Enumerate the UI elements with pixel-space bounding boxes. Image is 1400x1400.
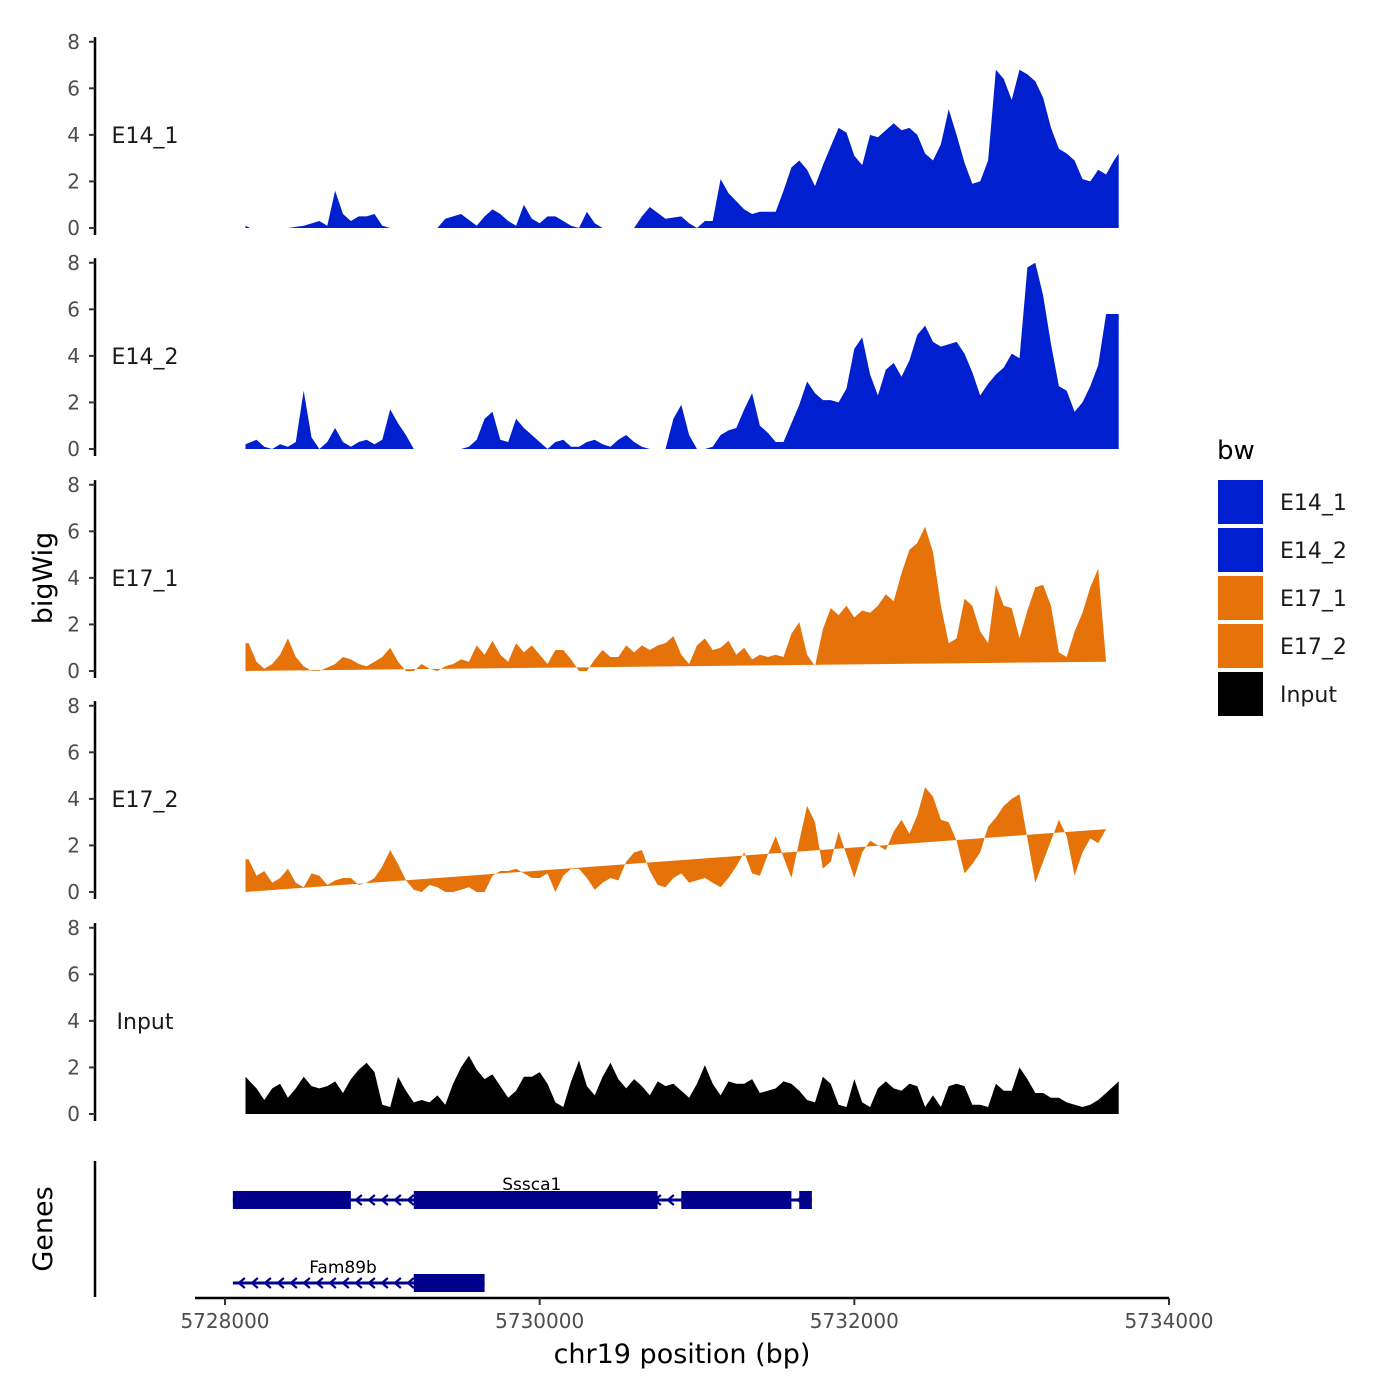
strand-chevron (393, 1277, 402, 1289)
y-tick-label: 8 (67, 694, 80, 718)
y-tick-label: 4 (67, 787, 80, 811)
track-label: E17_1 (112, 567, 179, 592)
strand-chevron (367, 1194, 376, 1206)
legend-key-e17_2 (1218, 624, 1263, 668)
strand-chevron (237, 1277, 246, 1289)
y-tick-label: 0 (67, 659, 80, 683)
y-tick-label: 2 (67, 833, 80, 857)
gene-exon (799, 1191, 812, 1209)
legend-key-input (1218, 672, 1263, 716)
gene-exon (413, 1191, 658, 1209)
strand-chevron (289, 1277, 298, 1289)
y-tick-label: 6 (67, 962, 80, 986)
legend-label: E17_2 (1280, 635, 1347, 660)
track-area-e17_1 (245, 526, 1107, 671)
track-area-e14_2 (245, 262, 1119, 449)
strand-chevron (250, 1277, 259, 1289)
legend-title: bw (1217, 436, 1255, 466)
y-tick-label: 0 (67, 216, 80, 240)
gene-fam89b: Fam89b (232, 1258, 485, 1292)
track-area-e17_2 (245, 787, 1107, 892)
gene-sssca1: Sssca1 (232, 1175, 812, 1209)
strand-chevron (328, 1277, 337, 1289)
strand-chevron (380, 1277, 389, 1289)
y-tick-label: 4 (67, 123, 80, 147)
y-tick-label: 4 (67, 566, 80, 590)
y-tick-label: 2 (67, 612, 80, 636)
strand-chevron (341, 1277, 350, 1289)
gene-label: Sssca1 (502, 1175, 561, 1195)
y-tick-label: 0 (67, 437, 80, 461)
track-panel-e17_2: 0 2 4 6 8 E17_2 (67, 694, 1107, 904)
legend-label: E14_1 (1280, 491, 1347, 516)
strand-chevron (393, 1194, 402, 1206)
legend-label: Input (1280, 683, 1337, 708)
track-area-input (245, 1055, 1119, 1114)
gene-exon (413, 1274, 485, 1292)
legend-label: E17_1 (1280, 587, 1347, 612)
x-tick-label: 5728000 (180, 1309, 269, 1333)
track-label: E14_2 (112, 345, 179, 370)
genes-layer: Sssca1 Fam89b (93, 1161, 812, 1297)
gene-exon (232, 1191, 351, 1209)
strand-chevron (367, 1277, 376, 1289)
legend-key-e17_1 (1218, 576, 1263, 620)
strand-chevron (263, 1277, 272, 1289)
strand-chevron (666, 1194, 675, 1206)
track-label: E17_2 (112, 788, 179, 813)
y-tick-label: 8 (67, 30, 80, 54)
strand-chevron (315, 1277, 324, 1289)
y-tick-label: 6 (67, 76, 80, 100)
strand-chevron (406, 1277, 415, 1289)
track-panel-e14_2: 0 2 4 6 8 E14_2 (67, 251, 1119, 461)
track-panel-e17_1: 0 2 4 6 8 E17_1 (67, 473, 1107, 683)
strand-chevron (354, 1194, 363, 1206)
gene-label: Fam89b (309, 1258, 377, 1278)
legend-key-e14_2 (1218, 528, 1263, 572)
genes-axis-title: Genes (28, 1186, 59, 1271)
track-label: Input (117, 1010, 174, 1035)
y-tick-label: 6 (67, 740, 80, 764)
y-tick-label: 4 (67, 1009, 80, 1033)
x-axis-title: chr19 position (bp) (554, 1339, 811, 1370)
x-axis: 5728000 5730000 5732000 5734000 (180, 1296, 1214, 1333)
track-label: E14_1 (112, 124, 179, 149)
y-tick-label: 2 (67, 390, 80, 414)
legend-label: E14_2 (1280, 539, 1347, 564)
legend-key-e14_1 (1218, 480, 1263, 524)
y-tick-label: 0 (67, 1102, 80, 1126)
track-panel-e14_1: 0 2 4 6 8 E14_1 (67, 30, 1119, 240)
strand-chevron (276, 1277, 285, 1289)
x-tick-label: 5732000 (810, 1309, 899, 1333)
tracks-layer: 0 2 4 6 8 E14_1 0 2 4 6 8 E14_2 0 2 4 6 8 E17_1 0 2 4 6 8 E17_2… (67, 30, 1119, 1126)
y-tick-label: 0 (67, 880, 80, 904)
y-tick-label: 8 (67, 916, 80, 940)
track-area-e14_1 (245, 69, 1119, 228)
y-tick-label: 8 (67, 473, 80, 497)
x-tick-label: 5734000 (1124, 1309, 1213, 1333)
y-tick-label: 2 (67, 1055, 80, 1079)
x-tick-label: 5730000 (495, 1309, 584, 1333)
legend: bw E14_1 E14_2 E17_1 E17_2 Input (1217, 436, 1347, 716)
y-tick-label: 2 (67, 169, 80, 193)
strand-chevron (302, 1277, 311, 1289)
strand-chevron (406, 1194, 415, 1206)
y-tick-label: 8 (67, 251, 80, 275)
y-axis-title: bigWig (28, 532, 59, 625)
track-panel-input: 0 2 4 6 8 Input (67, 916, 1119, 1126)
strand-chevron (380, 1194, 389, 1206)
y-tick-label: 6 (67, 297, 80, 321)
y-tick-label: 4 (67, 344, 80, 368)
gene-exon (681, 1191, 792, 1209)
y-tick-label: 6 (67, 519, 80, 543)
strand-chevron (354, 1277, 363, 1289)
